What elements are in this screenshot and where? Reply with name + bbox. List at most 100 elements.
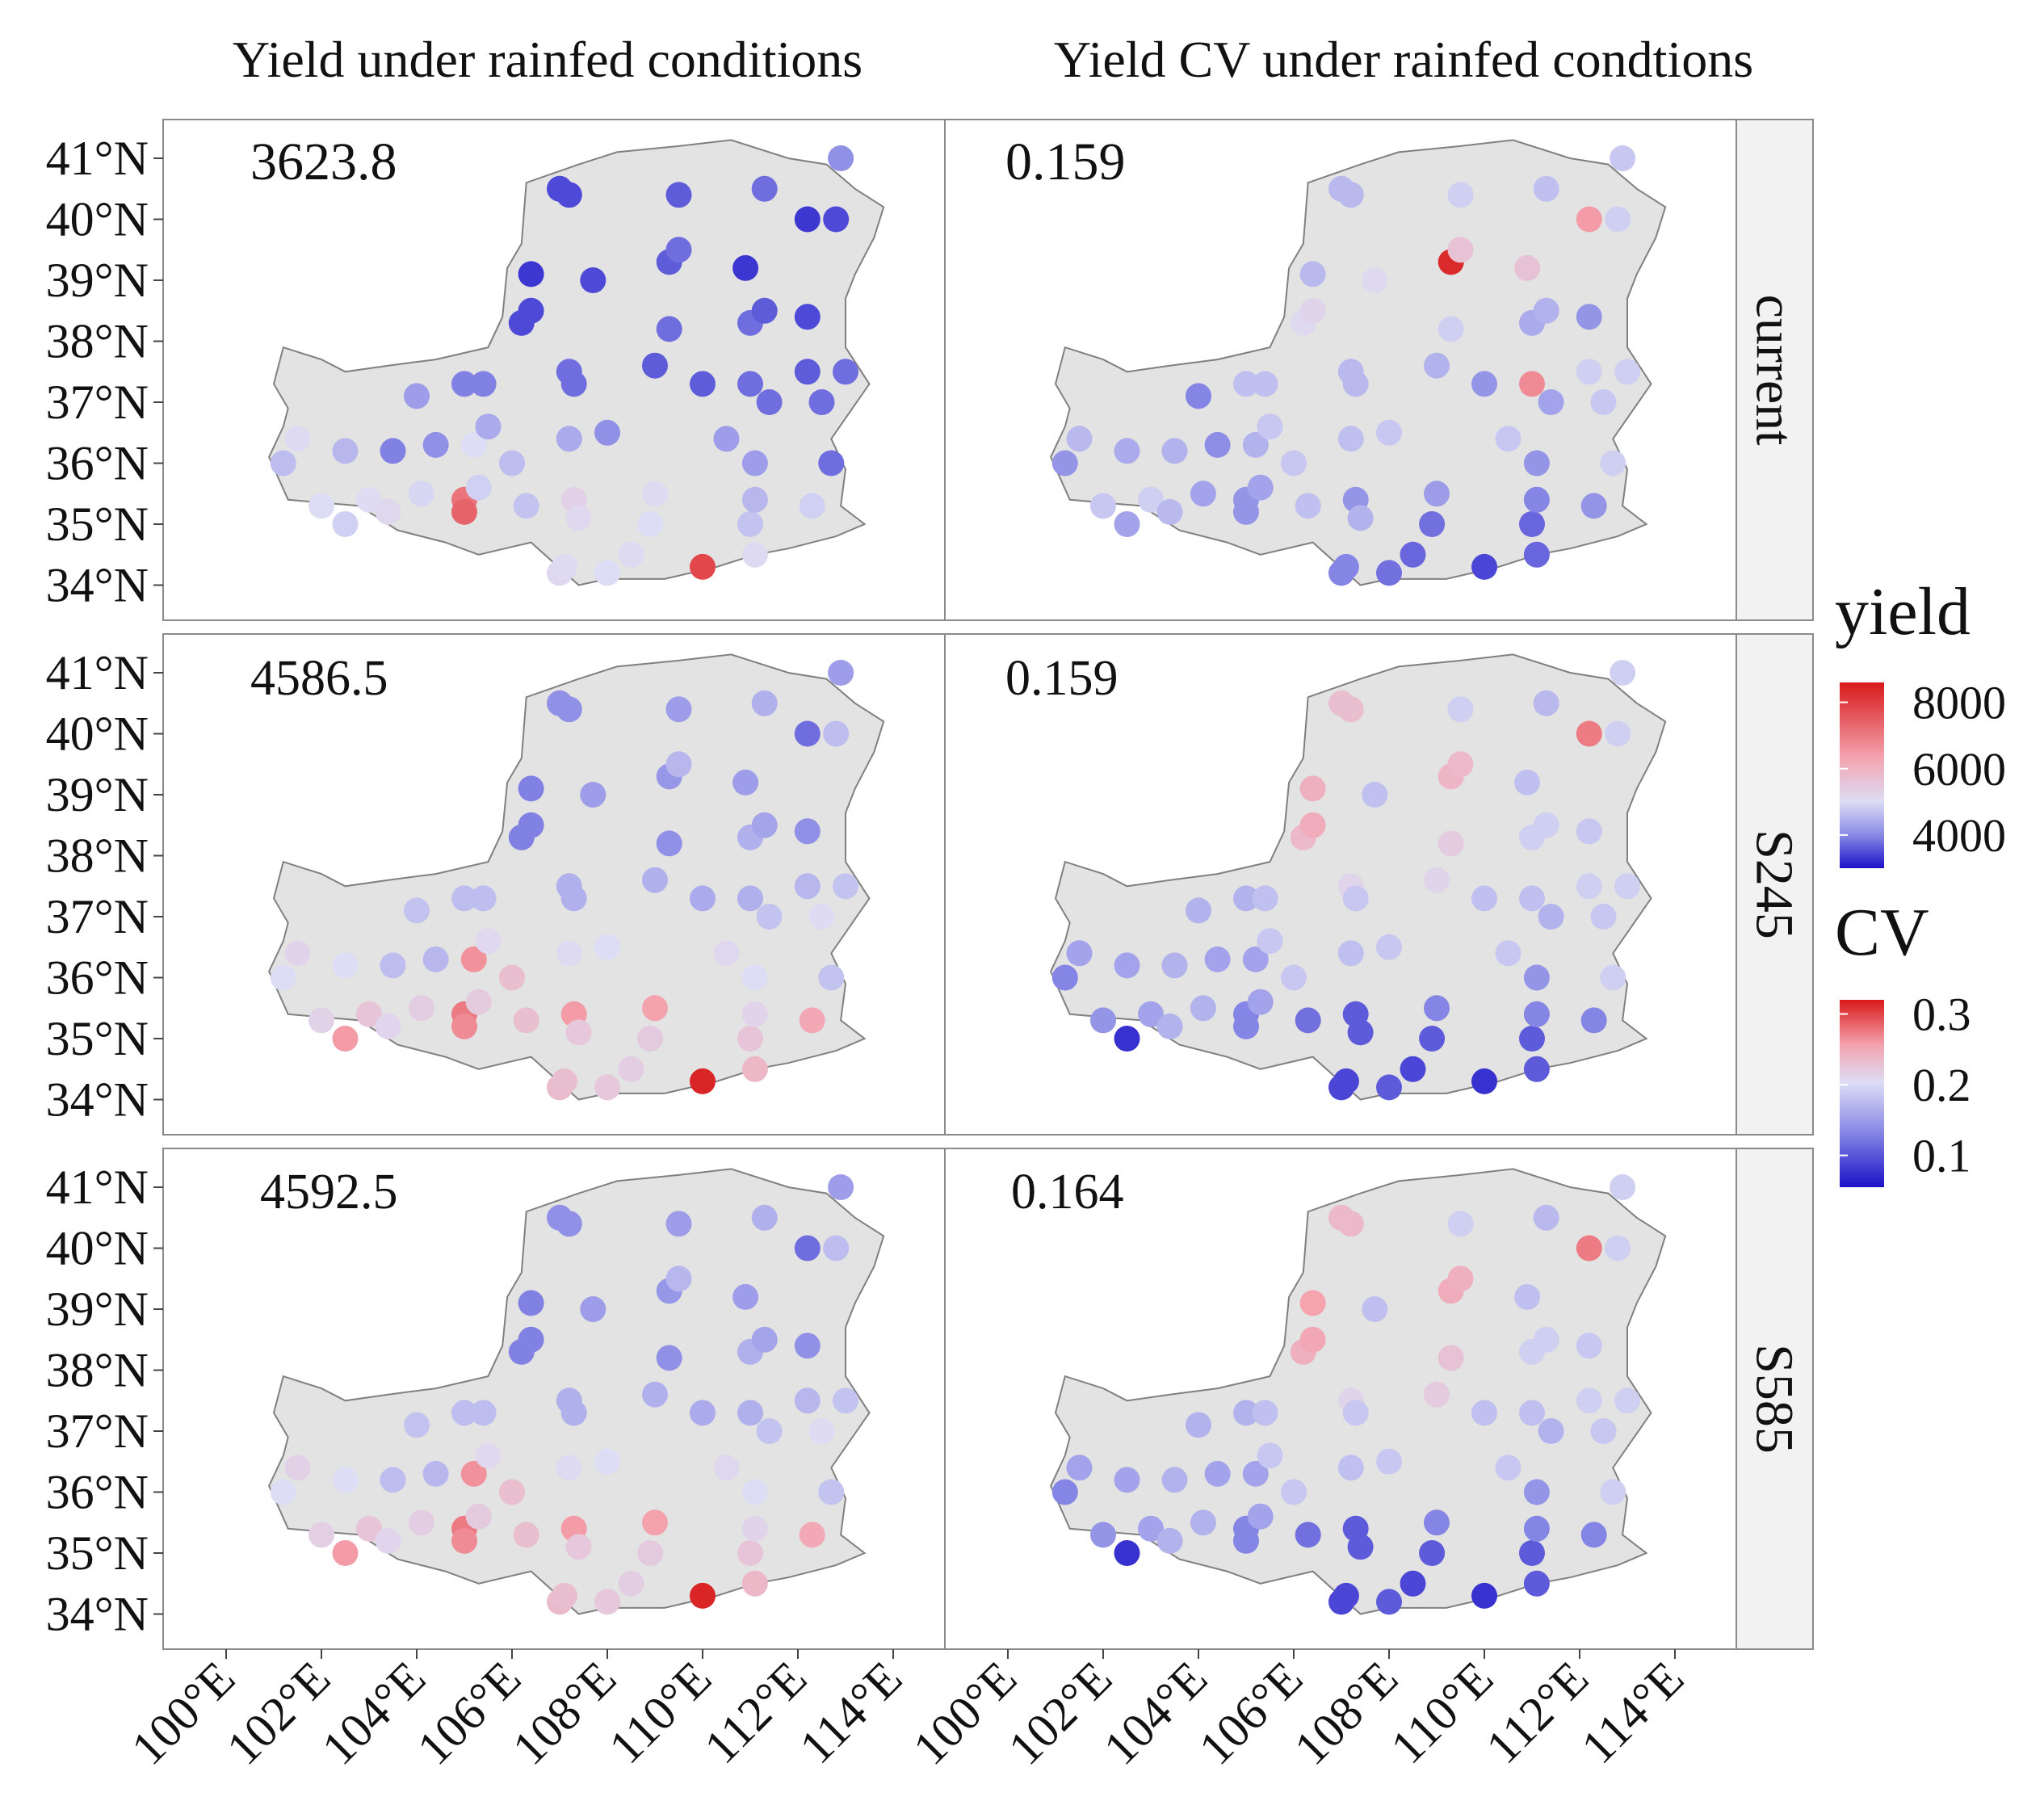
station-point (556, 182, 582, 208)
station-point (823, 206, 850, 233)
station-point (665, 1211, 692, 1237)
station-point (732, 769, 759, 796)
station-point (1362, 267, 1388, 293)
station-point (1471, 1068, 1497, 1094)
lon-tick-label: 100°E (903, 1652, 1026, 1775)
station-point (1299, 297, 1326, 324)
station-point (499, 450, 525, 476)
station-point (1610, 145, 1636, 171)
station-point (1233, 1013, 1259, 1039)
lon-tick-label: 114°E (1572, 1652, 1694, 1774)
station-point (518, 1326, 544, 1353)
lat-tick-label: 34°N (46, 1588, 149, 1641)
station-point (499, 964, 525, 991)
station-point (818, 450, 845, 476)
station-point (470, 885, 497, 912)
station-point (1090, 1522, 1116, 1548)
station-point (1523, 964, 1550, 991)
station-point (690, 1068, 716, 1094)
station-point (1471, 885, 1497, 912)
station-point (794, 359, 821, 385)
station-point (1447, 696, 1474, 723)
station-point (451, 885, 477, 912)
station-point (1523, 1570, 1550, 1597)
station-point (756, 904, 783, 930)
station-point (332, 511, 359, 537)
station-point (1576, 818, 1602, 845)
station-point (1538, 389, 1564, 415)
station-point (1424, 481, 1450, 507)
lon-tick-label: 108°E (502, 1652, 626, 1775)
legend-cv-ticks: 0.3 0.2 0.1 (1840, 989, 1971, 1182)
station-point (737, 885, 763, 912)
station-point (618, 541, 644, 568)
station-point (451, 1400, 477, 1426)
station-point (1576, 1387, 1602, 1414)
station-point (656, 1345, 682, 1371)
station-point (1114, 1026, 1140, 1052)
lat-tick-label: 38°N (46, 829, 149, 883)
station-point (665, 1266, 692, 1292)
station-point (1519, 885, 1545, 912)
station-point (551, 553, 577, 580)
station-point (475, 928, 502, 955)
station-point (1156, 1527, 1183, 1554)
station-point (1580, 493, 1607, 519)
station-point (737, 1540, 763, 1566)
station-point (1576, 206, 1602, 233)
station-point (470, 371, 497, 397)
station-point (1495, 940, 1521, 967)
station-point (560, 1400, 587, 1426)
station-point (1447, 237, 1474, 263)
station-point (1295, 1007, 1321, 1034)
station-point (1438, 316, 1464, 342)
lon-tick-label: 112°E (695, 1652, 817, 1774)
station-point (560, 371, 587, 397)
station-point (741, 450, 768, 476)
station-point (808, 904, 835, 930)
station-point (408, 1509, 434, 1536)
station-point (1090, 1007, 1116, 1034)
station-point (1610, 660, 1636, 686)
station-point (642, 867, 668, 893)
station-point (794, 1333, 821, 1359)
lon-tick-label: 102°E (998, 1652, 1122, 1775)
station-point (1281, 964, 1307, 991)
station-point (465, 1503, 492, 1530)
station-point (828, 1174, 854, 1200)
station-point (1281, 450, 1307, 476)
station-point (513, 493, 539, 519)
station-point (1186, 1412, 1211, 1438)
station-point (1066, 940, 1093, 967)
station-point (713, 426, 740, 452)
station-point (1066, 426, 1093, 452)
station-point (1342, 371, 1369, 397)
station-point (642, 995, 668, 1022)
station-point (594, 560, 620, 586)
station-point (451, 371, 477, 397)
lat-tick-label: 40°N (46, 1222, 149, 1275)
station-point (690, 885, 716, 912)
station-point (1400, 541, 1426, 568)
station-point (1400, 1056, 1426, 1082)
station-point (1376, 934, 1402, 960)
panel-mean-cv-s245: 0.159 (1005, 651, 1119, 706)
station-point (794, 1387, 821, 1414)
lat-tick-label: 37°N (46, 1404, 149, 1458)
station-point (1233, 1400, 1259, 1426)
station-point (751, 175, 778, 202)
station-point (1519, 1026, 1545, 1052)
station-point (833, 1387, 858, 1414)
station-point (690, 1400, 716, 1426)
station-point (1347, 1019, 1374, 1046)
station-point (1247, 1503, 1274, 1530)
station-point (1242, 946, 1269, 972)
cv-map-s245 (1050, 653, 1667, 1101)
station-point (565, 1019, 592, 1046)
station-point (1523, 450, 1550, 476)
station-point (270, 450, 296, 476)
station-point (332, 952, 359, 979)
station-point (637, 1026, 664, 1052)
station-point (751, 1326, 778, 1353)
